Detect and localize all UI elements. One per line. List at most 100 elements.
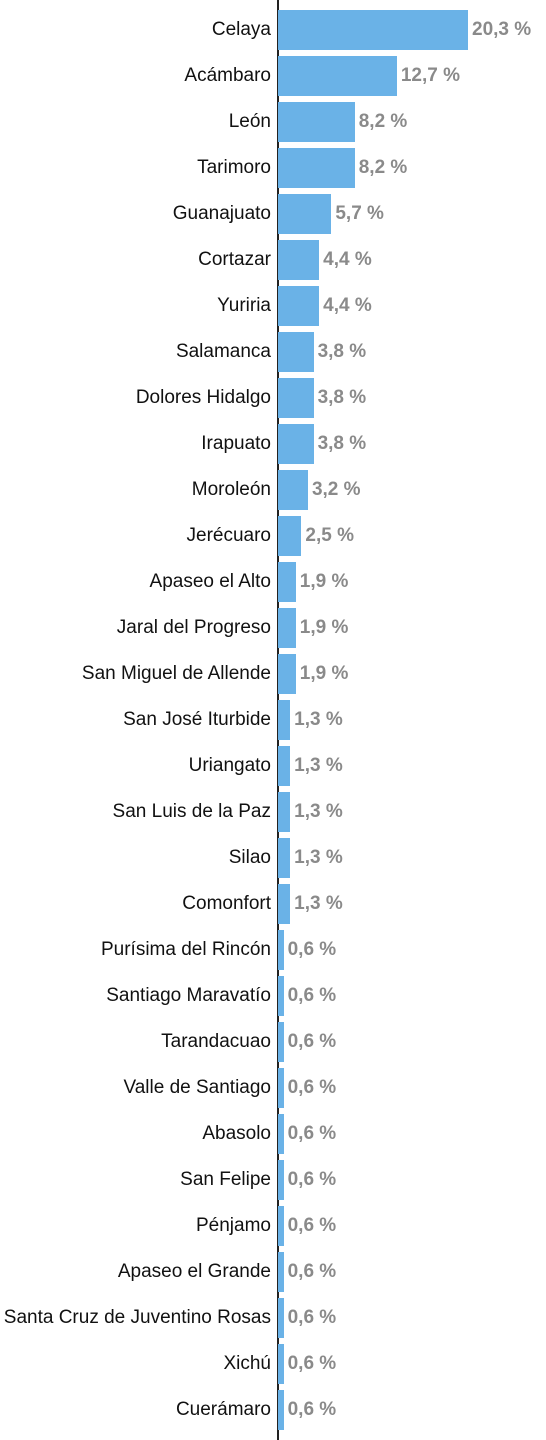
value-label: 1,9 % — [299, 617, 349, 638]
bar — [278, 1206, 284, 1246]
category-label: Cortazar — [198, 249, 271, 270]
category-label: San Felipe — [180, 1169, 271, 1190]
bar — [278, 1068, 284, 1108]
bar — [278, 148, 355, 188]
bar-row: Yuriria 4,4 % — [0, 283, 546, 329]
category-label: San Miguel de Allende — [81, 663, 271, 684]
value-label: 0,6 % — [287, 1031, 337, 1052]
bar-row: Comonfort 1,3 % — [0, 881, 546, 927]
bar-row: Tarandacuao 0,6 % — [0, 1019, 546, 1065]
category-label: Valle de Santiago — [123, 1077, 271, 1098]
value-label: 4,4 % — [323, 249, 372, 270]
category-label: Guanajuato — [172, 203, 271, 224]
bar — [278, 1344, 284, 1384]
bar-row: San Luis de la Paz 1,3 % — [0, 789, 546, 835]
bar-row: Guanajuato 5,7 % — [0, 191, 546, 237]
bar-row: Salamanca 3,8 % — [0, 329, 546, 375]
category-label: Irapuato — [201, 433, 271, 454]
bar — [278, 424, 314, 464]
value-label: 1,3 % — [294, 893, 343, 914]
category-label: Acámbaro — [184, 65, 271, 86]
bar — [278, 884, 291, 924]
value-label: 0,6 % — [287, 1307, 337, 1328]
category-label: Moroleón — [191, 479, 271, 500]
bar-row: Pénjamo 0,6 % — [0, 1203, 546, 1249]
value-label: 4,4 % — [323, 295, 372, 316]
bar — [278, 562, 296, 602]
bar — [278, 792, 291, 832]
category-label: Tarimoro — [197, 157, 271, 178]
category-label: Jerécuaro — [186, 525, 272, 546]
bar-row: Apaseo el Grande 0,6 % — [0, 1249, 546, 1295]
bar — [278, 976, 284, 1016]
category-label: Purísima del Rincón — [100, 939, 271, 960]
bar-row: Purísima del Rincón 0,6 % — [0, 927, 546, 973]
bar — [278, 1252, 284, 1292]
bar-row: Abasolo 0,6 % — [0, 1111, 546, 1157]
bar — [278, 746, 291, 786]
bar-row: Apaseo el Alto 1,9 % — [0, 559, 546, 605]
category-label: Silao — [228, 847, 271, 868]
value-label: 0,6 % — [287, 939, 337, 960]
value-label: 0,6 % — [287, 1353, 337, 1374]
bar-row: San Felipe 0,6 % — [0, 1157, 546, 1203]
bar — [278, 838, 291, 878]
bar — [278, 10, 468, 50]
category-label: Xichú — [223, 1353, 271, 1374]
value-label: 3,2 % — [311, 479, 361, 500]
category-label: Cuerámaro — [175, 1399, 271, 1420]
category-label: Jaral del Progreso — [116, 617, 271, 638]
bar-row: Santiago Maravatío 0,6 % — [0, 973, 546, 1019]
value-label: 12,7 % — [400, 65, 461, 86]
bar — [278, 1390, 284, 1430]
bar — [278, 930, 284, 970]
value-label: 20,3 % — [472, 19, 532, 40]
value-label: 1,9 % — [299, 663, 349, 684]
bar — [278, 654, 296, 694]
bar-row: Tarimoro 8,2 % — [0, 145, 546, 191]
value-label: 3,8 % — [317, 433, 367, 454]
category-label: Tarandacuao — [161, 1031, 271, 1052]
bar-row: León 8,2 % — [0, 99, 546, 145]
bar — [278, 1114, 284, 1154]
category-label: León — [228, 111, 271, 132]
value-label: 5,7 % — [335, 203, 384, 224]
bar — [278, 194, 332, 234]
value-label: 1,3 % — [294, 801, 343, 822]
bar-row: Uriangato 1,3 % — [0, 743, 546, 789]
bar-row: San José Iturbide 1,3 % — [0, 697, 546, 743]
bar — [278, 470, 308, 510]
category-label: Celaya — [211, 19, 271, 40]
category-label: Comonfort — [182, 893, 271, 914]
category-label: San Luis de la Paz — [112, 801, 271, 822]
bar-row: Jerécuaro 2,5 % — [0, 513, 546, 559]
bar-row: Santa Cruz de Juventino Rosas 0,6 % — [0, 1295, 546, 1341]
bar — [278, 1298, 284, 1338]
value-label: 0,6 % — [287, 1399, 337, 1420]
category-label: Santiago Maravatío — [106, 985, 271, 1006]
value-label: 1,3 % — [294, 755, 343, 776]
category-label: Pénjamo — [196, 1215, 271, 1236]
category-label: Salamanca — [175, 341, 271, 362]
bar — [278, 332, 314, 372]
bar-row: San Miguel de Allende 1,9 % — [0, 651, 546, 697]
value-label: 1,3 % — [294, 709, 343, 730]
value-label: 1,9 % — [299, 571, 349, 592]
category-label: Abasolo — [202, 1123, 271, 1144]
value-label: 0,6 % — [287, 1169, 337, 1190]
category-label: Dolores Hidalgo — [135, 387, 271, 408]
category-label: San José Iturbide — [123, 709, 271, 730]
value-label: 0,6 % — [287, 1077, 337, 1098]
bar — [278, 378, 314, 418]
value-label: 8,2 % — [358, 111, 408, 132]
bar-row: Irapuato 3,8 % — [0, 421, 546, 467]
bar — [278, 102, 355, 142]
bar-row: Cuerámaro 0,6 % — [0, 1387, 546, 1433]
category-label: Apaseo el Alto — [149, 571, 271, 592]
value-label: 1,3 % — [294, 847, 343, 868]
bar-row: Xichú 0,6 % — [0, 1341, 546, 1387]
value-label: 0,6 % — [287, 1123, 337, 1144]
bar — [278, 1160, 284, 1200]
value-label: 0,6 % — [287, 1261, 337, 1282]
